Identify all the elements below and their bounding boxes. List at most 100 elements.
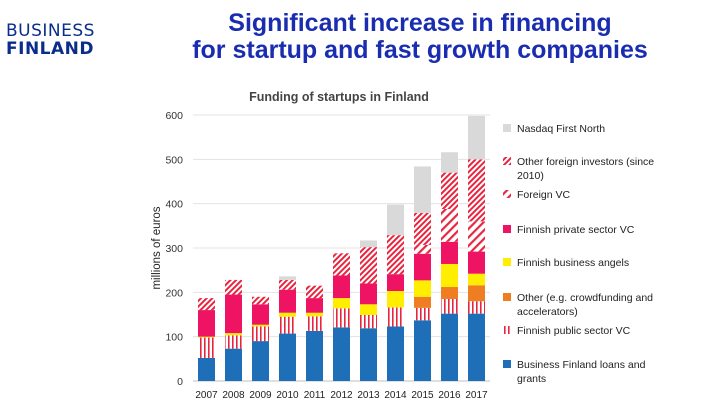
- x-tick-label: 2010: [276, 390, 299, 401]
- x-tick-label: 2007: [195, 390, 218, 401]
- slide-title-line-2: for startup and fast growth companies: [192, 36, 648, 64]
- bars: [198, 115, 485, 381]
- bar-segment: [333, 298, 350, 309]
- legend-swatch: [503, 124, 511, 132]
- bar-segment: [333, 275, 350, 299]
- bar-segment: [468, 115, 485, 160]
- y-tick-label: 300: [165, 243, 183, 255]
- bar-segment: [279, 333, 296, 381]
- logo-line-1: BUSINESS: [6, 21, 95, 41]
- legend: Nasdaq First North Other foreign investor…: [503, 123, 654, 385]
- bar-segment: [441, 263, 458, 288]
- bar-segment: [360, 328, 377, 381]
- bar-segment: [306, 316, 323, 331]
- bar-segment: [306, 330, 323, 381]
- y-tick-label: 200: [165, 287, 183, 299]
- legend-swatch: [503, 258, 511, 266]
- y-tick-label: 100: [165, 332, 183, 344]
- bar-segment: [360, 304, 377, 315]
- bar-segment: [414, 244, 431, 254]
- legend-swatch: [503, 360, 511, 368]
- y-axis-ticks: 0 100 200 300 400 500 600: [165, 110, 183, 388]
- bar-segment: [441, 172, 458, 209]
- bar-segment: [414, 307, 431, 321]
- bar-segment: [360, 247, 377, 284]
- legend-label: Other foreign investors (since 2010): [517, 156, 654, 182]
- bar-segment: [252, 326, 269, 342]
- x-tick-label: 2013: [357, 390, 380, 401]
- bar-segment: [360, 314, 377, 329]
- bar-segment: [306, 312, 323, 317]
- legend-label: Nasdaq First North: [517, 123, 605, 135]
- bar-segment: [414, 320, 431, 381]
- bar-segment: [441, 241, 458, 264]
- x-tick-label: 2016: [438, 390, 461, 401]
- bar-segment: [306, 298, 323, 313]
- slide-title: Significant increase in financing for st…: [120, 10, 720, 64]
- y-axis-label: millions of euros: [151, 206, 163, 289]
- legend-label: Finnish public sector VC: [517, 325, 631, 337]
- y-tick-label: 500: [165, 154, 183, 166]
- chart-title: Funding of startups in Finland: [249, 90, 429, 104]
- bar-segment: [333, 308, 350, 328]
- bar-segment: [414, 280, 431, 297]
- bar-segment: [333, 327, 350, 381]
- bar-segment: [306, 285, 323, 299]
- bar-segment: [441, 287, 458, 299]
- legend-swatch: [503, 225, 511, 233]
- legend-label: Business Finland loans and grants: [517, 359, 646, 385]
- bar-segment: [468, 251, 485, 274]
- x-tick-label: 2015: [411, 390, 434, 401]
- bar-segment: [198, 357, 215, 381]
- bar-segment: [225, 279, 242, 295]
- bar-segment: [279, 316, 296, 334]
- bar-segment: [198, 337, 215, 358]
- y-tick-label: 600: [165, 110, 183, 122]
- x-tick-label: 2017: [465, 390, 488, 401]
- bar-segment: [468, 221, 485, 252]
- bar-segment: [252, 324, 269, 327]
- bar-segment: [441, 313, 458, 381]
- legend-swatch: [503, 293, 511, 301]
- y-tick-label: 0: [177, 376, 183, 388]
- bar-segment: [387, 274, 404, 292]
- bar-segment: [387, 307, 404, 327]
- bar-segment: [333, 253, 350, 276]
- bar-segment: [441, 208, 458, 242]
- bar-segment: [279, 276, 296, 280]
- bar-segment: [225, 333, 242, 336]
- bar-segment: [198, 298, 215, 311]
- x-tick-label: 2009: [249, 390, 272, 401]
- bar-segment: [198, 336, 215, 338]
- legend-swatch: [503, 157, 511, 165]
- bar-segment: [414, 166, 431, 213]
- bar-segment: [360, 240, 377, 248]
- bar-segment: [279, 289, 296, 313]
- logo-line-2: FINLAND: [6, 39, 94, 59]
- bar-segment: [252, 304, 269, 325]
- bar-segment: [468, 159, 485, 222]
- bar-segment: [225, 294, 242, 334]
- legend-label: Finnish business angels: [517, 257, 629, 269]
- bar-segment: [279, 312, 296, 317]
- legend-swatch: [503, 190, 511, 198]
- legend-label: Finnish private sector VC: [517, 224, 635, 236]
- bar-segment: [198, 310, 215, 337]
- bar-segment: [414, 296, 431, 308]
- bar-segment: [441, 152, 458, 173]
- slide-title-line-1: Significant increase in financing: [228, 9, 612, 37]
- bar-segment: [252, 296, 269, 305]
- x-tick-label: 2008: [222, 390, 245, 401]
- business-finland-logo: BUSINESS FINLAND: [6, 22, 95, 58]
- y-tick-label: 400: [165, 199, 183, 211]
- bar-segment: [387, 204, 404, 236]
- bar-segment: [387, 235, 404, 275]
- legend-label: Foreign VC: [517, 189, 571, 201]
- x-tick-label: 2014: [384, 390, 407, 401]
- bar-segment: [225, 348, 242, 381]
- bar-segment: [414, 253, 431, 281]
- bar-segment: [360, 283, 377, 305]
- legend-swatch: [503, 326, 511, 334]
- bar-segment: [441, 298, 458, 314]
